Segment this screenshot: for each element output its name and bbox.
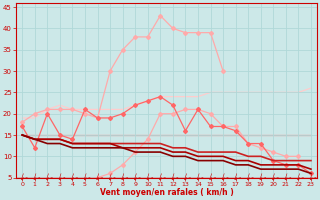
X-axis label: Vent moyen/en rafales ( km/h ): Vent moyen/en rafales ( km/h ) [100, 188, 234, 197]
